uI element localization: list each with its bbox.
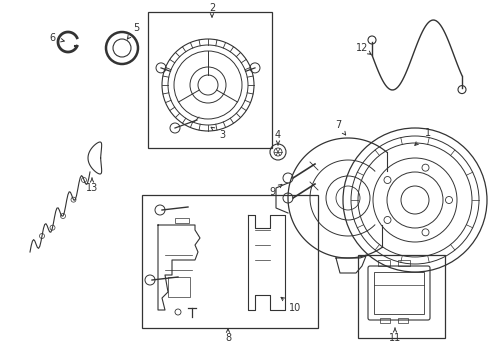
Bar xyxy=(148,12,271,148)
Bar xyxy=(397,260,409,266)
Text: 5: 5 xyxy=(133,23,139,33)
Bar xyxy=(379,318,389,323)
Text: 6: 6 xyxy=(49,33,55,43)
Text: 13: 13 xyxy=(86,183,98,193)
Text: 11: 11 xyxy=(388,333,400,343)
Bar xyxy=(357,255,444,338)
Bar xyxy=(377,260,389,266)
Text: 3: 3 xyxy=(219,130,224,140)
Bar xyxy=(142,195,317,328)
Bar xyxy=(397,318,407,323)
Bar xyxy=(175,218,189,223)
Text: 1: 1 xyxy=(424,128,430,138)
Text: 7: 7 xyxy=(334,120,341,130)
Bar xyxy=(373,272,423,314)
Text: 10: 10 xyxy=(288,303,301,313)
Text: 8: 8 xyxy=(224,333,231,343)
Text: 2: 2 xyxy=(208,3,215,13)
Bar xyxy=(168,277,190,297)
Text: 4: 4 xyxy=(274,130,281,140)
Text: 9: 9 xyxy=(268,187,274,197)
Text: 12: 12 xyxy=(355,43,367,53)
